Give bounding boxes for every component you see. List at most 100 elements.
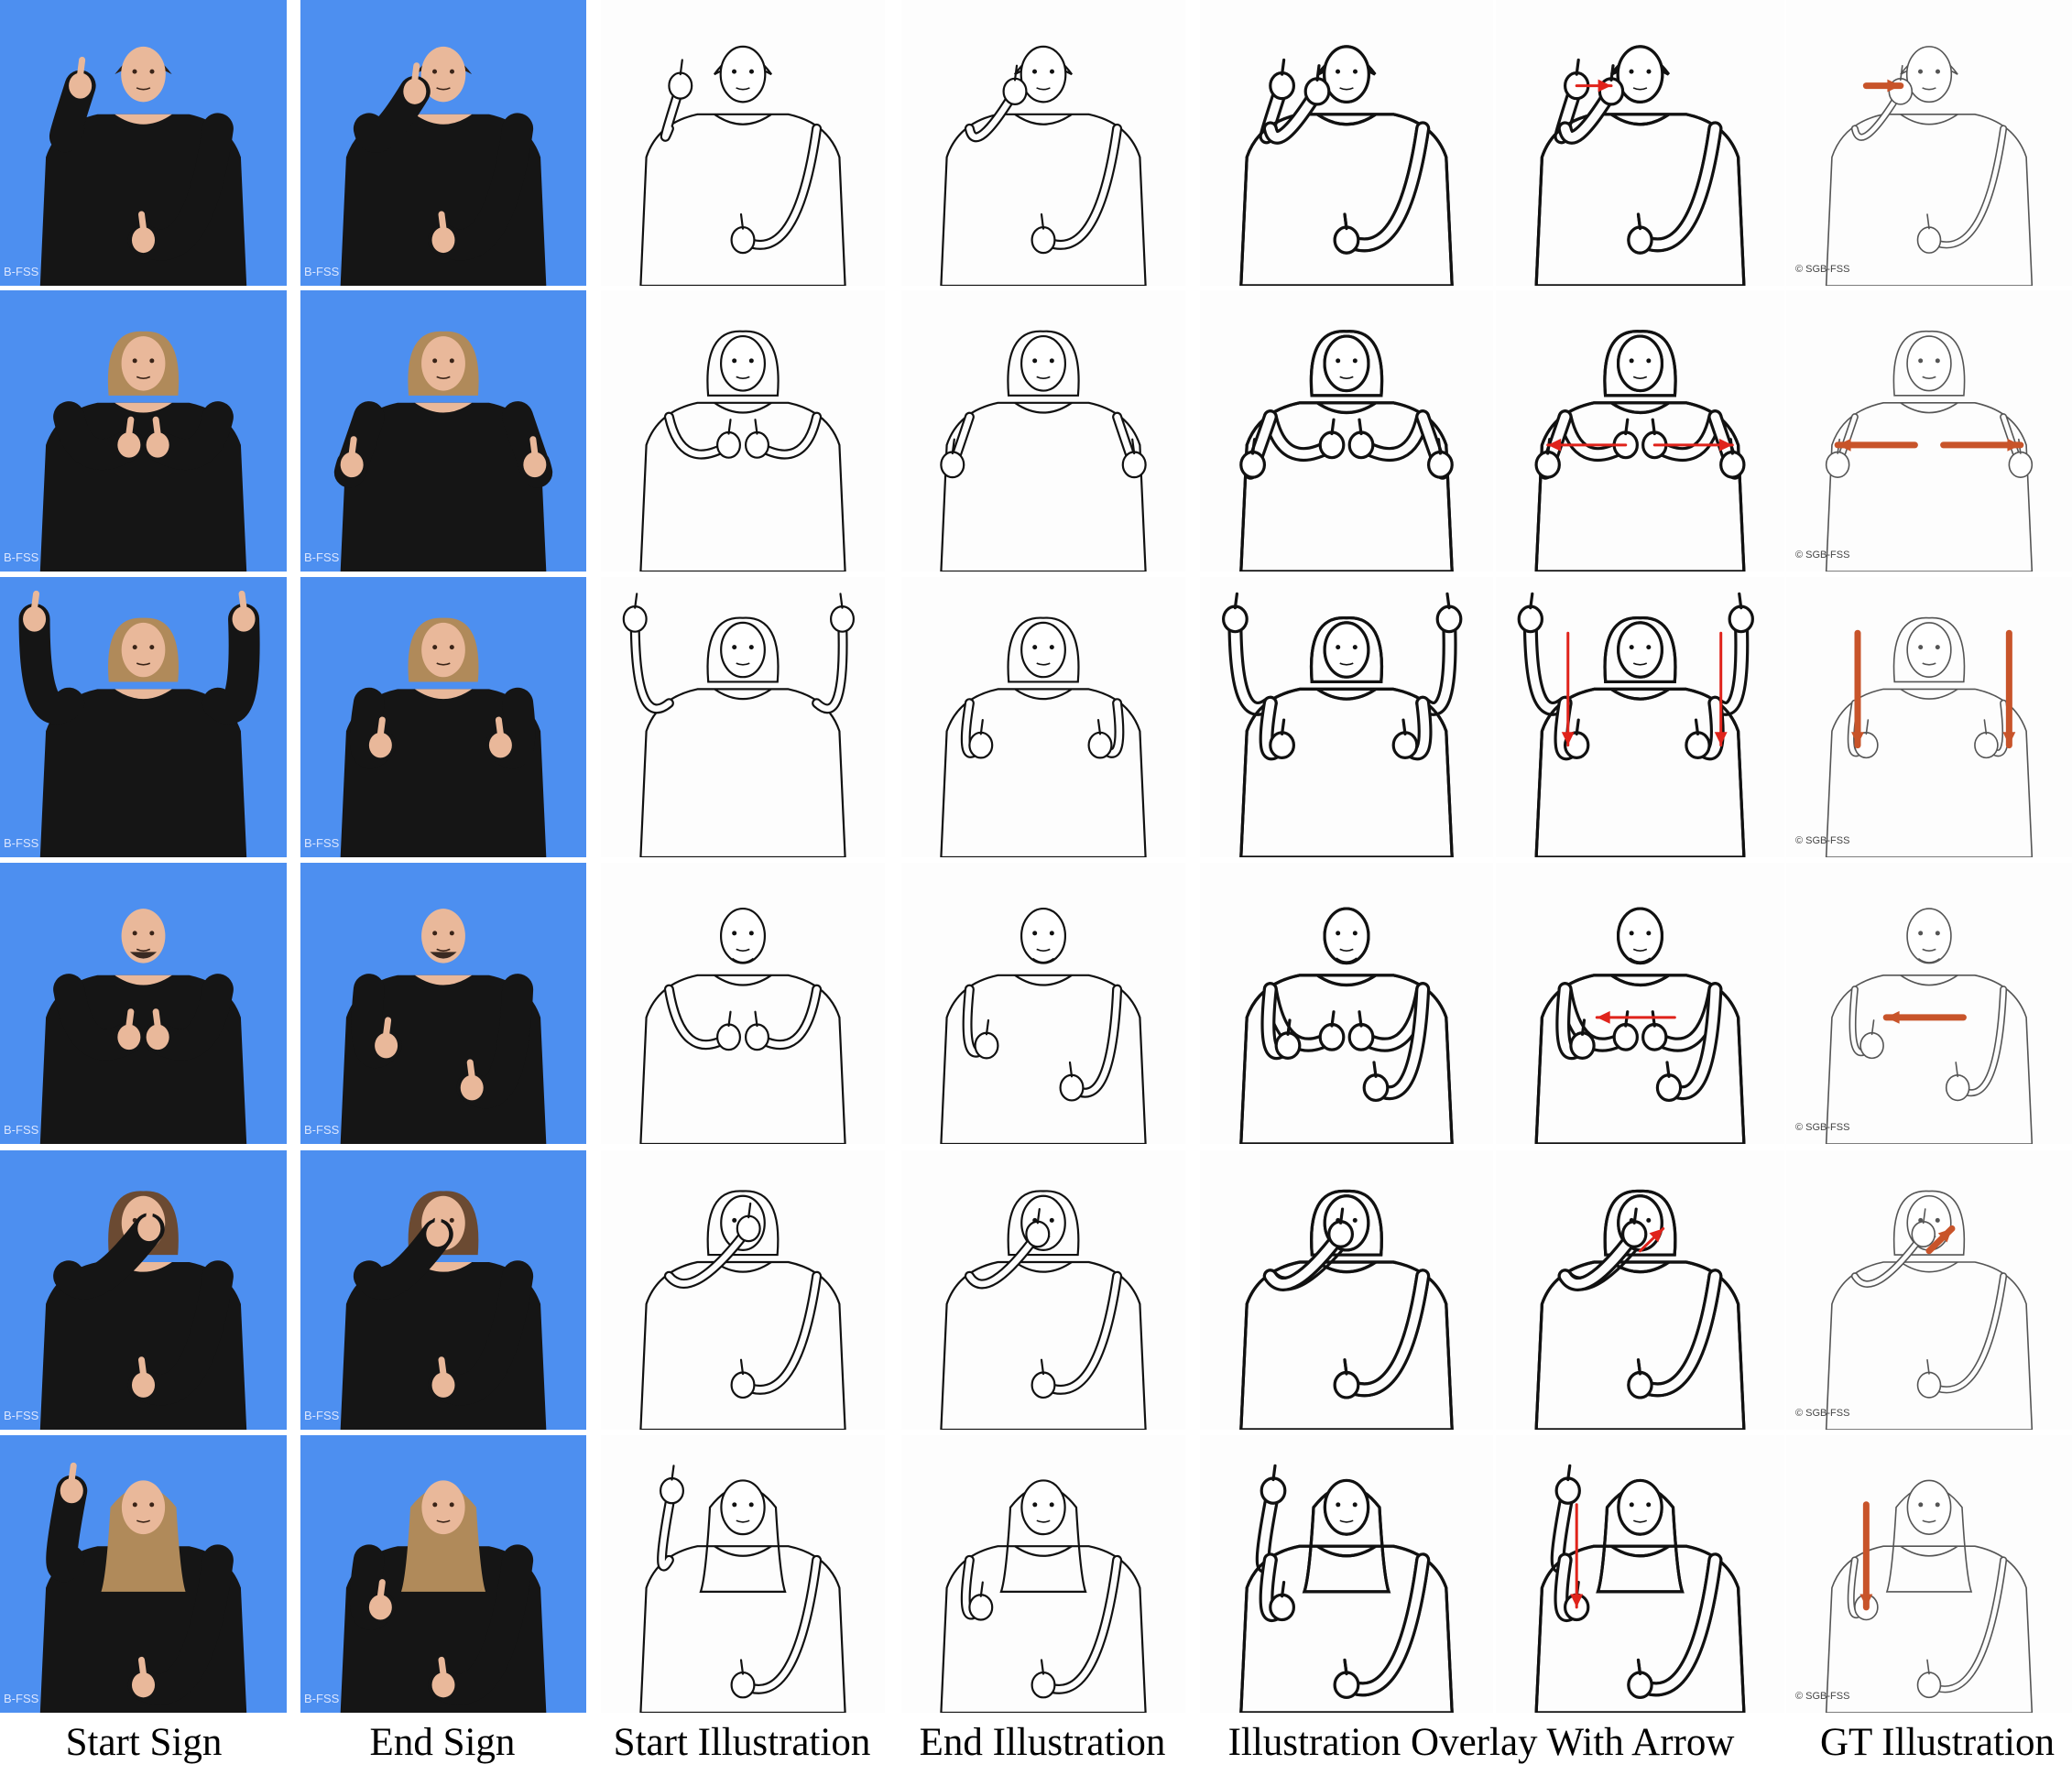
- arm: [53, 1213, 165, 1300]
- photo-watermark: B-FSS: [304, 1692, 340, 1705]
- signer-figure: [1534, 330, 1746, 572]
- head: [1020, 45, 1067, 103]
- photo-watermark: B-FSS: [4, 265, 39, 278]
- overlay-cell: [1496, 863, 1784, 1144]
- hair: [1603, 616, 1677, 684]
- hand: [1222, 604, 1249, 634]
- hair: [1892, 616, 1966, 683]
- arrow-head: [1718, 438, 1733, 452]
- hand: [830, 605, 856, 633]
- gt-cell: © SGB-FSS: [1786, 577, 2072, 857]
- hand: [431, 1372, 455, 1398]
- signer-figure: [39, 46, 247, 286]
- start-sign-cell: B-FSS: [0, 1150, 287, 1430]
- hand: [1031, 1371, 1056, 1399]
- signer-figure: [1239, 907, 1454, 1144]
- torso: [340, 402, 547, 572]
- overlay-cell: [1200, 0, 1493, 286]
- hand: [1641, 1022, 1668, 1051]
- head: [121, 1480, 166, 1535]
- gt-cell: © SGB-FSS: [1786, 1435, 2072, 1713]
- arrow-head: [1649, 1228, 1663, 1243]
- start-illustration-cell: [601, 863, 885, 1144]
- head: [121, 622, 166, 678]
- start-sign-cell: B-FSS: [0, 863, 287, 1144]
- hand: [488, 732, 512, 758]
- overlay-cell: [1496, 577, 1784, 857]
- arm: [202, 603, 260, 724]
- hand: [1239, 450, 1266, 479]
- signer-figure: [639, 330, 846, 572]
- torso: [1239, 1260, 1454, 1430]
- head: [719, 45, 767, 103]
- hair: [1309, 330, 1384, 397]
- hand: [1318, 430, 1346, 460]
- signer-figure: [18, 590, 260, 857]
- hand: [431, 1672, 455, 1698]
- hand: [1569, 1031, 1596, 1060]
- hand: [131, 1372, 156, 1398]
- arm: [127, 113, 234, 261]
- caption-gt-illustration: GT Illustration: [1820, 1721, 2055, 1764]
- hand: [968, 731, 994, 759]
- hand: [730, 225, 756, 255]
- hand: [368, 1595, 392, 1620]
- torso: [639, 401, 846, 572]
- hand: [1859, 1031, 1884, 1060]
- hand: [375, 1032, 398, 1059]
- signer-figure: [940, 1190, 1147, 1430]
- hand: [1685, 731, 1711, 759]
- start-sign-cell: B-FSS: [0, 577, 287, 857]
- overlay-cell: [1200, 863, 1493, 1144]
- arrow-head: [1547, 438, 1562, 452]
- hand: [523, 452, 547, 478]
- hand: [146, 1024, 169, 1051]
- hair: [1603, 330, 1677, 397]
- hand: [1269, 731, 1295, 759]
- signer-figure: [940, 45, 1147, 286]
- arrow-head: [1886, 1010, 1900, 1024]
- head: [1323, 334, 1370, 393]
- hand: [745, 1023, 770, 1051]
- gt-copyright: © SGB-FSS: [1795, 835, 1850, 846]
- signer-figure: [1825, 1479, 2034, 1713]
- head: [1323, 621, 1370, 679]
- torso: [1825, 114, 2034, 286]
- photo-watermark: B-FSS: [4, 550, 39, 564]
- torso: [1239, 974, 1454, 1144]
- signer-figure: [1239, 616, 1454, 857]
- hand: [730, 1671, 756, 1699]
- caption-overlay: Illustration Overlay With Arrow: [1227, 1721, 1735, 1764]
- head: [421, 336, 465, 391]
- torso: [1825, 402, 2034, 572]
- torso: [639, 113, 846, 286]
- torso: [1534, 113, 1746, 286]
- torso: [1825, 1261, 2034, 1430]
- end-sign-cell: B-FSS: [300, 290, 586, 572]
- signer-figure: [39, 1191, 247, 1430]
- hand: [23, 606, 47, 632]
- photo-watermark: B-FSS: [304, 1123, 340, 1137]
- head: [1323, 1478, 1370, 1536]
- gt-cell: © SGB-FSS: [1786, 290, 2072, 572]
- overlay-cell: [1496, 1435, 1784, 1713]
- head: [1616, 334, 1664, 393]
- hand: [668, 71, 693, 100]
- end-sign-cell: B-FSS: [300, 1150, 586, 1430]
- torso: [1825, 1545, 2034, 1713]
- hand: [1269, 1593, 1295, 1622]
- hand: [974, 1031, 999, 1060]
- hand: [715, 430, 741, 459]
- hand: [1059, 1073, 1085, 1102]
- caption-start-illustration: Start Illustration: [613, 1721, 871, 1764]
- signer-figure: [639, 1190, 846, 1430]
- hand: [1031, 1671, 1056, 1699]
- hand: [968, 1594, 994, 1621]
- gt-copyright: © SGB-FSS: [1795, 550, 1850, 561]
- start-illustration-cell: [601, 1150, 885, 1430]
- head: [1020, 621, 1066, 679]
- caption-end-illustration: End Illustration: [919, 1721, 1166, 1764]
- torso: [1239, 1544, 1454, 1713]
- head: [421, 1480, 465, 1535]
- head: [1323, 907, 1370, 965]
